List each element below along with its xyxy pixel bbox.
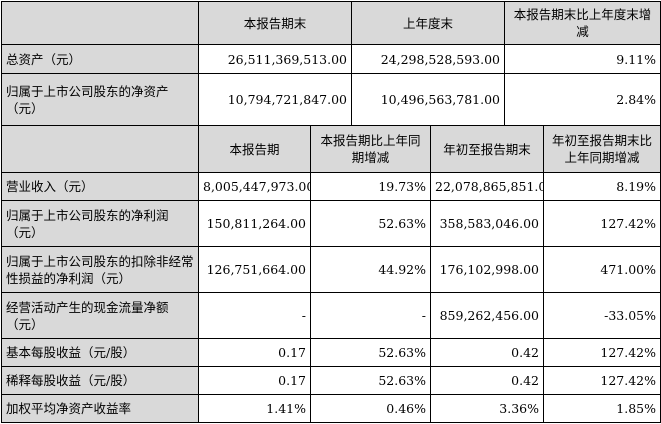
row-label: 总资产（元）	[1, 44, 199, 74]
table-row: 归属于上市公司股东的净资产（元） 10,794,721,847.00 10,49…	[1, 73, 661, 126]
balance-header-row: 本报告期末 上年度末 本报告期末比上年度末增减	[1, 1, 661, 45]
cell-period-change: 52.63%	[310, 338, 431, 367]
row-label: 加权平均净资产收益率	[1, 394, 199, 423]
cell-prior: 10,496,563,781.00	[351, 73, 505, 126]
cell-ytd: 0.42	[430, 366, 544, 395]
cell-prior: 24,298,528,593.00	[351, 44, 505, 74]
cell-current: 10,794,721,847.00	[198, 73, 352, 126]
table-row: 归属于上市公司股东的净利润（元） 150,811,264.00 52.63% 3…	[1, 200, 661, 247]
cell-ytd: 859,262,456.00	[430, 292, 544, 339]
income-header-period-change: 本报告期比上年同期增减	[310, 125, 431, 173]
cell-ytd-change: -33.05%	[543, 292, 661, 339]
cell-period: 150,811,264.00	[198, 200, 311, 247]
cell-ytd-change: 471.00%	[543, 246, 661, 293]
table-row: 总资产（元） 26,511,369,513.00 24,298,528,593.…	[1, 44, 661, 74]
cell-period: 0.17	[198, 366, 311, 395]
cell-change: 2.84%	[504, 73, 661, 126]
table-row: 稀释每股收益（元/股） 0.17 52.63% 0.42 127.42%	[1, 366, 661, 395]
balance-header-blank	[1, 1, 199, 45]
cell-ytd: 22,078,865,851.00	[430, 172, 544, 201]
cell-current: 26,511,369,513.00	[198, 44, 352, 74]
cell-ytd-change: 1.85%	[543, 394, 661, 423]
income-header-row: 本报告期 本报告期比上年同期增减 年初至报告期末 年初至报告期末比上年同期增减	[1, 125, 661, 173]
cell-ytd: 3.36%	[430, 394, 544, 423]
cell-change: 9.11%	[504, 44, 661, 74]
table-row: 经营活动产生的现金流量净额（元） - - 859,262,456.00 -33.…	[1, 292, 661, 339]
income-table: 本报告期 本报告期比上年同期增减 年初至报告期末 年初至报告期末比上年同期增减 …	[1, 125, 661, 423]
balance-header-current: 本报告期末	[198, 1, 352, 45]
balance-header-change: 本报告期末比上年度末增减	[504, 1, 661, 45]
cell-period-change: -	[310, 292, 431, 339]
cell-period-change: 44.92%	[310, 246, 431, 293]
table-row: 基本每股收益（元/股） 0.17 52.63% 0.42 127.42%	[1, 338, 661, 367]
row-label: 基本每股收益（元/股）	[1, 338, 199, 367]
income-header-blank	[1, 125, 199, 173]
balance-header-prior: 上年度末	[351, 1, 505, 45]
cell-ytd: 176,102,998.00	[430, 246, 544, 293]
row-label: 归属于上市公司股东的净利润（元）	[1, 200, 199, 247]
cell-period: -	[198, 292, 311, 339]
row-label: 归属于上市公司股东的净资产（元）	[1, 73, 199, 126]
income-header-ytd-change: 年初至报告期末比上年同期增减	[543, 125, 661, 173]
balance-sheet-table: 本报告期末 上年度末 本报告期末比上年度末增减 总资产（元） 26,511,36…	[1, 1, 661, 126]
cell-period-change: 19.73%	[310, 172, 431, 201]
cell-period: 8,005,447,973.00	[198, 172, 311, 201]
row-label: 营业收入（元）	[1, 172, 199, 201]
row-label: 经营活动产生的现金流量净额（元）	[1, 292, 199, 339]
cell-ytd-change: 127.42%	[543, 200, 661, 247]
cell-period-change: 52.63%	[310, 366, 431, 395]
row-label: 稀释每股收益（元/股）	[1, 366, 199, 395]
table-row: 归属于上市公司股东的扣除非经常性损益的净利润（元） 126,751,664.00…	[1, 246, 661, 293]
cell-ytd: 358,583,046.00	[430, 200, 544, 247]
table-row: 加权平均净资产收益率 1.41% 0.46% 3.36% 1.85%	[1, 394, 661, 423]
cell-period-change: 52.63%	[310, 200, 431, 247]
cell-ytd-change: 127.42%	[543, 338, 661, 367]
income-header-ytd: 年初至报告期末	[430, 125, 544, 173]
cell-period: 126,751,664.00	[198, 246, 311, 293]
cell-period: 1.41%	[198, 394, 311, 423]
cell-ytd-change: 8.19%	[543, 172, 661, 201]
cell-period: 0.17	[198, 338, 311, 367]
income-header-period: 本报告期	[198, 125, 311, 173]
row-label: 归属于上市公司股东的扣除非经常性损益的净利润（元）	[1, 246, 199, 293]
table-row: 营业收入（元） 8,005,447,973.00 19.73% 22,078,8…	[1, 172, 661, 201]
cell-ytd: 0.42	[430, 338, 544, 367]
cell-ytd-change: 127.42%	[543, 366, 661, 395]
cell-period-change: 0.46%	[310, 394, 431, 423]
